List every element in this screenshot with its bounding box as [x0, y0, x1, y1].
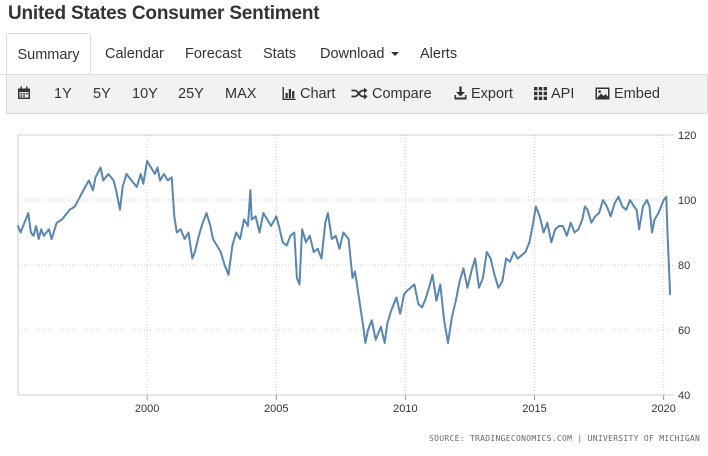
tab-bar: Summary Calendar Forecast Stats Download… — [0, 33, 708, 76]
bar-chart-icon — [282, 87, 296, 100]
chart-area: 40 60 80 100 120 2000 2005 2010 2015 2020 — [0, 114, 708, 456]
y-tick-label: 80 — [678, 260, 690, 272]
tab-stats[interactable]: Stats — [263, 46, 297, 62]
range-max[interactable]: MAX — [225, 86, 257, 102]
image-icon — [595, 87, 610, 100]
tab-download[interactable]: Download — [320, 33, 399, 75]
download-icon — [454, 86, 467, 100]
export-button[interactable]: Export — [454, 75, 513, 113]
range-25y[interactable]: 25Y — [178, 86, 204, 102]
grid-layer — [17, 134, 674, 400]
x-tick-label: 2000 — [135, 403, 159, 415]
y-tick-label: 120 — [678, 130, 696, 142]
embed-button-label: Embed — [614, 86, 660, 102]
x-tick-label: 2005 — [264, 403, 288, 415]
y-tick-label: 100 — [678, 195, 696, 207]
embed-button[interactable]: Embed — [595, 75, 660, 113]
tab-download-label: Download — [320, 46, 385, 62]
shuffle-icon — [351, 87, 368, 100]
tab-calendar[interactable]: Calendar — [105, 46, 164, 62]
api-button[interactable]: API — [534, 75, 574, 113]
range-1y[interactable]: 1Y — [54, 86, 72, 102]
axis-layer: 40 60 80 100 120 2000 2005 2010 2015 2020 — [135, 130, 696, 415]
chart-button-label: Chart — [300, 86, 336, 102]
x-tick-label: 2020 — [651, 403, 675, 415]
grid-icon — [534, 87, 547, 100]
x-tick-label: 2015 — [522, 403, 546, 415]
calendar-icon[interactable] — [17, 75, 35, 113]
x-tick-label: 2010 — [393, 403, 417, 415]
y-tick-label: 60 — [678, 325, 690, 337]
page-title: United States Consumer Sentiment — [8, 3, 320, 24]
tab-alerts[interactable]: Alerts — [420, 46, 458, 62]
compare-button-label: Compare — [372, 86, 432, 102]
y-tick-label: 40 — [678, 390, 690, 402]
api-button-label: API — [551, 86, 575, 102]
compare-button[interactable]: Compare — [351, 75, 432, 113]
tab-forecast[interactable]: Forecast — [185, 46, 242, 62]
chart-button[interactable]: Chart — [282, 75, 335, 113]
chart-toolbar: 1Y 5Y 10Y 25Y MAX Chart Compare Export — [6, 74, 708, 114]
caret-down-icon — [390, 52, 399, 57]
series-layer — [17, 160, 672, 344]
range-10y[interactable]: 10Y — [132, 86, 158, 102]
series-line — [17, 160, 672, 344]
range-5y[interactable]: 5Y — [93, 86, 111, 102]
export-button-label: Export — [471, 86, 513, 102]
source-note: SOURCE: TRADINGECONOMICS.COM | UNIVERSIT… — [429, 434, 701, 443]
consumer-sentiment-chart: 40 60 80 100 120 2000 2005 2010 2015 2020 — [17, 130, 696, 415]
tab-summary[interactable]: Summary — [6, 33, 91, 76]
